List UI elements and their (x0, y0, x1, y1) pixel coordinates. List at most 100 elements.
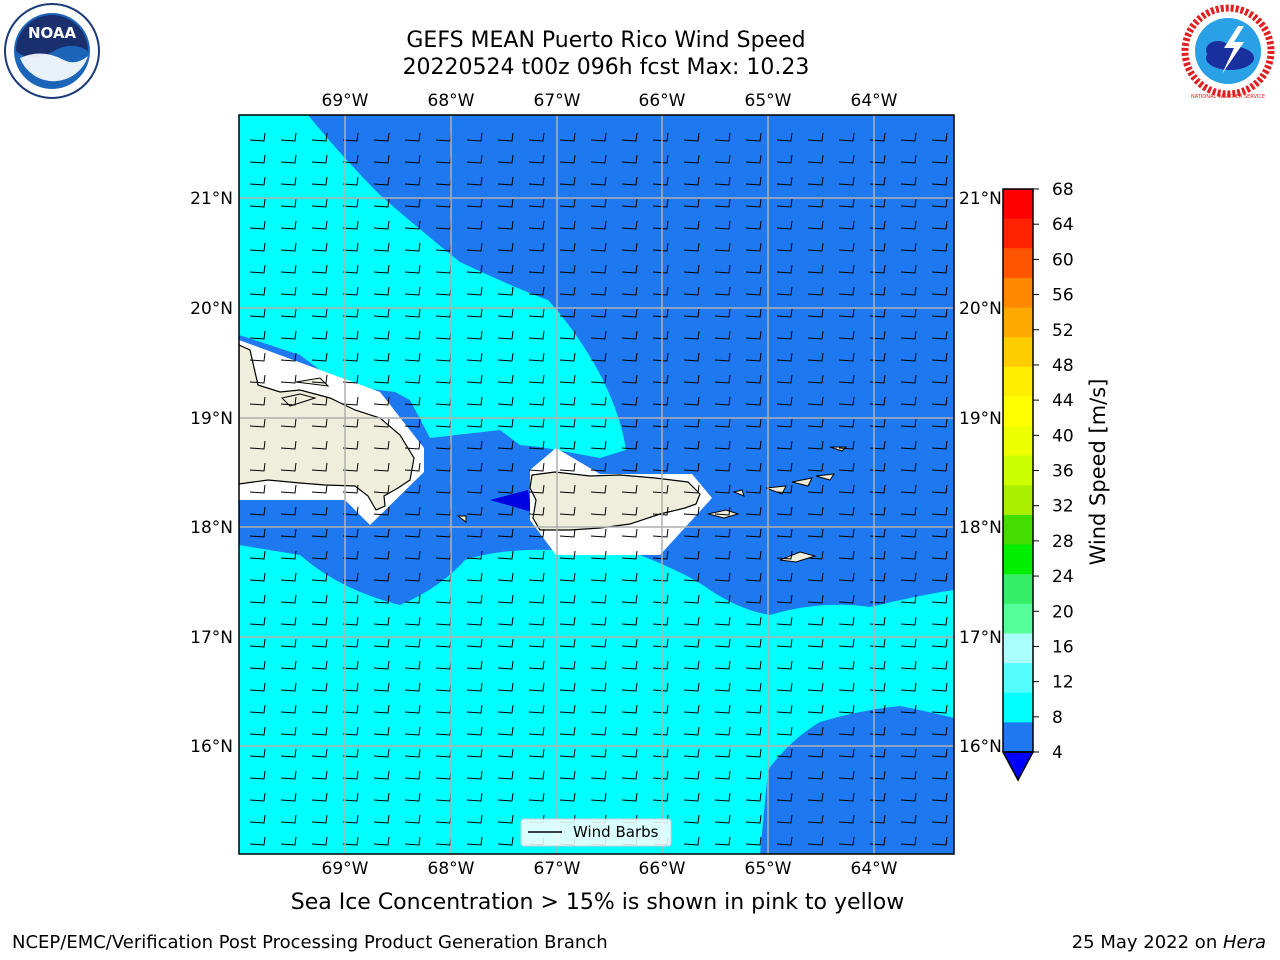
colorbar-tick-label: 8 (1052, 708, 1063, 728)
wind-barb (497, 154, 514, 164)
wind-barb (342, 418, 359, 428)
wind-barb (931, 550, 948, 560)
wind-barb (373, 440, 390, 450)
wind-barb (714, 418, 731, 428)
wind-barb (621, 550, 638, 560)
wind-barb (373, 418, 390, 428)
wind-barb (838, 484, 855, 494)
wind-barb (807, 748, 824, 758)
lat-label-left: 20°N (190, 299, 233, 319)
wind-barb (528, 616, 545, 626)
wind-barb (249, 726, 266, 736)
lon-label-top: 68°W (428, 91, 475, 111)
wind-barb (311, 418, 328, 428)
wind-barb (559, 528, 576, 538)
wind-barb (714, 836, 731, 846)
wind-barb (931, 792, 948, 802)
wind-barb (900, 550, 917, 560)
wind-barb (466, 352, 483, 362)
wind-barb (900, 506, 917, 516)
wind-barb (280, 594, 297, 604)
wind-barb (683, 462, 700, 472)
lon-label-top: 69°W (322, 91, 369, 111)
wind-barb (528, 704, 545, 714)
wind-barb (807, 154, 824, 164)
wind-barb (838, 660, 855, 670)
wind-barb (807, 836, 824, 846)
wind-barb (807, 572, 824, 582)
wind-barb (590, 484, 607, 494)
wind-barb (249, 660, 266, 670)
wind-barb (404, 836, 421, 846)
colorbar-band (1003, 485, 1033, 516)
wind-barb (249, 836, 266, 846)
wind-barb (559, 748, 576, 758)
wind-barb (931, 264, 948, 274)
wind-barb (342, 682, 359, 692)
land-islets (281, 377, 848, 563)
wind-barb (249, 440, 266, 450)
lat-label-right: 21°N (959, 189, 1002, 209)
wind-barb (528, 462, 545, 472)
wind-barb (559, 418, 576, 428)
wind-barb (621, 308, 638, 318)
wind-barb (373, 132, 390, 142)
wind-barb (559, 308, 576, 318)
lon-label-bottom: 66°W (639, 859, 686, 879)
wind-barb (342, 264, 359, 274)
wind-barb (776, 484, 793, 494)
wind-barb (497, 506, 514, 516)
wind-barb (683, 550, 700, 560)
wind-barb (466, 154, 483, 164)
wind-barb (590, 660, 607, 670)
wind-barb (900, 682, 917, 692)
wind-barb (621, 264, 638, 274)
wind-barb (838, 242, 855, 252)
map-legend: Wind Barbs (520, 818, 672, 847)
colorbar-band (1003, 544, 1033, 575)
wind-barb (776, 748, 793, 758)
wind-barb (280, 682, 297, 692)
wind-barb (900, 660, 917, 670)
wind-barb (652, 286, 669, 296)
wind-barb (590, 264, 607, 274)
wind-barb (807, 550, 824, 560)
land-puerto-rico (529, 471, 701, 531)
wind-barb (311, 748, 328, 758)
wind-barb (559, 484, 576, 494)
wind-barb (745, 462, 762, 472)
wind-barb (559, 132, 576, 142)
wind-barb (311, 176, 328, 186)
gridlines (239, 115, 954, 854)
wind-barb (683, 792, 700, 802)
wind-barb (404, 814, 421, 824)
colorbar-band (1003, 189, 1033, 220)
wind-barb (807, 198, 824, 208)
wind-barb (652, 550, 669, 560)
wind-barb (683, 682, 700, 692)
wind-barb (497, 374, 514, 384)
colorbar-tick-label: 52 (1052, 321, 1074, 341)
wind-barb (590, 286, 607, 296)
wind-barb (311, 132, 328, 142)
wind-barb (931, 198, 948, 208)
wind-barb (342, 616, 359, 626)
wind-barb (838, 572, 855, 582)
wind-barb (838, 374, 855, 384)
wind-barb (900, 176, 917, 186)
wind-barb (528, 330, 545, 340)
wind-barb (342, 308, 359, 318)
lon-label-bottom: 68°W (428, 859, 475, 879)
wind-barb (652, 308, 669, 318)
wind-barb (745, 440, 762, 450)
wind-barb (900, 572, 917, 582)
wind-barb (373, 330, 390, 340)
wind-barb (590, 528, 607, 538)
wind-barb (652, 638, 669, 648)
wind-barb (249, 330, 266, 340)
wind-barb (404, 770, 421, 780)
wind-barb (342, 198, 359, 208)
wind-barb (931, 462, 948, 472)
wind-barb (745, 704, 762, 714)
wind-barb (745, 220, 762, 230)
